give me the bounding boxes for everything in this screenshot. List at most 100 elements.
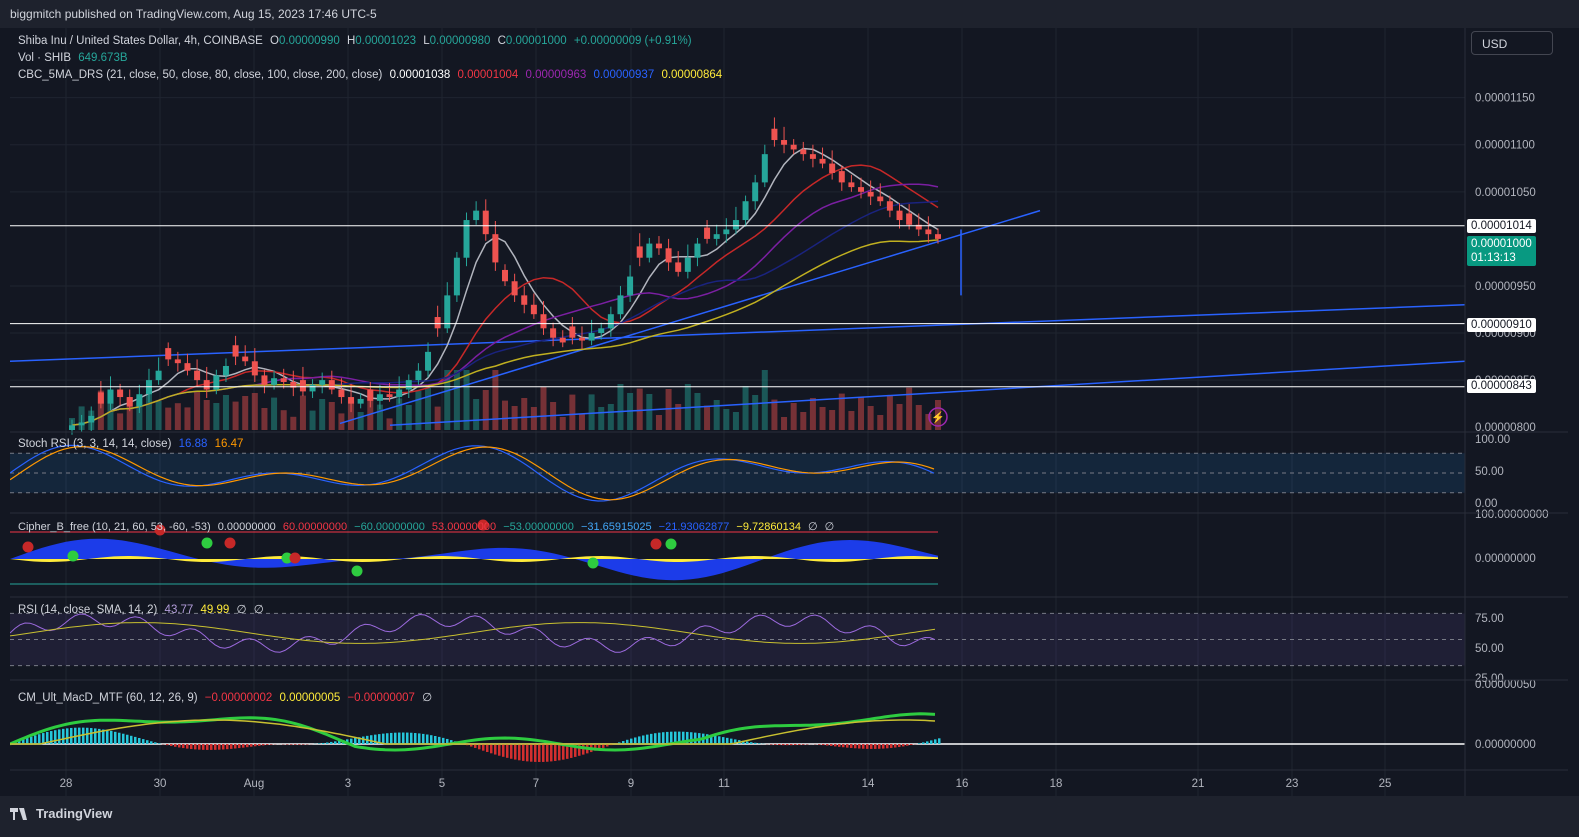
volume-bar-75	[790, 403, 797, 430]
candle-44	[492, 234, 499, 263]
macd-hist-588	[598, 744, 601, 750]
macd-hist-436	[446, 738, 449, 744]
candles	[69, 117, 941, 435]
horizontal-levels[interactable]	[10, 225, 1465, 388]
macd-hist-528	[538, 744, 541, 762]
candle-50	[550, 328, 557, 338]
macd-hist-144	[154, 742, 157, 744]
macd-hist-908	[918, 743, 921, 744]
macd-hist-340	[350, 738, 353, 744]
volume-bar-33	[386, 418, 393, 430]
cipher-dot-7	[351, 565, 363, 577]
macd-hist-288	[298, 744, 301, 745]
stoch-k-line	[9, 444, 935, 502]
macd-hist-116	[126, 734, 129, 744]
macd-hist-24	[34, 735, 37, 744]
trendline-lower	[389, 360, 1466, 427]
candle-5	[117, 389, 124, 398]
candle-59	[636, 246, 643, 258]
macd-hist-788	[798, 744, 801, 745]
candle-43	[482, 210, 489, 235]
chart-area[interactable]: 100.00 50.00 0.00 100.00000000 0.00000000 7…	[9, 28, 1568, 796]
macd-hist-220	[230, 744, 233, 749]
cipher-dot-4	[224, 537, 236, 549]
candle-63	[675, 262, 682, 272]
trend-lines[interactable]	[9, 209, 1466, 427]
candle-17	[232, 345, 239, 357]
volume-bar-60	[646, 394, 653, 430]
candle-32	[376, 394, 383, 401]
macd-hist-568	[578, 744, 581, 756]
macd-hist-548	[558, 744, 561, 761]
candle-41	[463, 220, 470, 258]
price-axis-label-3: 0.00001050	[1475, 187, 1536, 199]
macd-hist-376	[386, 733, 389, 744]
macd-hist-312	[322, 742, 325, 744]
macd-hist-716	[726, 737, 729, 744]
candle-38	[434, 317, 441, 329]
macd-hist-80	[90, 728, 93, 744]
trendline-steep	[339, 209, 1041, 425]
macd-hist-744	[754, 742, 757, 744]
candle-19	[251, 361, 258, 376]
macd-hist-764	[774, 744, 777, 745]
macd-hist-484	[494, 744, 497, 755]
macd-hist-184	[194, 744, 197, 750]
symbol-title[interactable]: Shiba Inu / United States Dollar, 4h, CO…	[18, 35, 263, 47]
macd-hist-360	[370, 735, 373, 744]
tradingview-logo[interactable]: TradingView	[10, 806, 112, 821]
macd-hist-500	[510, 744, 513, 759]
candle-18	[242, 356, 249, 362]
stoch-axis-label-1: 50.00	[1475, 466, 1504, 478]
candle-62	[665, 248, 672, 263]
time-axis-label-10: 18	[1050, 778, 1063, 790]
volume-bar-62	[665, 389, 672, 430]
candle-34	[396, 389, 403, 398]
macd-hist-856	[866, 744, 869, 749]
macd-hist-320	[330, 741, 333, 744]
cipher-dot-11	[665, 538, 677, 550]
macd-hist-616	[626, 739, 629, 744]
bottom-bar: TradingView	[0, 796, 1579, 837]
time-axis-label-8: 14	[862, 778, 875, 790]
candle-30	[357, 398, 364, 404]
macd-hist-668	[678, 731, 681, 744]
macd-hist-160	[170, 744, 173, 747]
time-axis-label-11: 21	[1192, 778, 1205, 790]
volume-bar-4	[107, 396, 114, 430]
volume-bar-14	[203, 400, 210, 430]
rsi-axis-label-2: 25.00	[1475, 673, 1504, 685]
cipher-dot-6	[289, 552, 301, 564]
time-axis-label-7: 11	[718, 778, 730, 790]
macd-hist-772	[782, 744, 785, 746]
candle-36	[415, 370, 422, 381]
macd-hist-784	[794, 744, 797, 746]
macd-hist-464	[474, 744, 477, 748]
candle-66	[704, 227, 711, 239]
currency-button[interactable]: USD	[1471, 31, 1553, 55]
candle-40	[453, 257, 460, 296]
macd-hist-844	[854, 744, 857, 749]
volume-bar-36	[415, 391, 422, 430]
cipher-legend: Cipher_B_free (10, 21, 60, 53, -60, -53)…	[18, 521, 835, 533]
volume-bar-63	[675, 404, 682, 430]
macd-hist-832	[842, 744, 845, 748]
macd-hist-748	[758, 743, 761, 744]
macd-hist-112	[122, 733, 125, 744]
macd-hist-536	[546, 744, 549, 762]
volume-legend: Vol · SHIB 649.673B	[18, 52, 128, 64]
macd-hist-584	[594, 744, 597, 751]
macd-hist-12	[22, 739, 25, 744]
volume-bar-35	[405, 405, 412, 430]
chart-svg[interactable]: 100.00 50.00 0.00 100.00000000 0.00000000 7…	[9, 28, 1568, 796]
stoch-legend: Stoch RSI (3, 3, 14, 14, close) 16.88 16…	[18, 438, 244, 450]
macd-hist-572	[582, 744, 585, 755]
alert-icon[interactable]: ⚡	[928, 407, 948, 427]
macd-hist-508	[518, 744, 521, 761]
macd-hist-96	[106, 730, 109, 744]
cipher-dot-5	[281, 552, 293, 564]
volume-bar-48	[530, 407, 537, 430]
candle-21	[271, 378, 278, 385]
macd-hist-488	[498, 744, 501, 756]
volume-bar-6	[126, 397, 133, 430]
